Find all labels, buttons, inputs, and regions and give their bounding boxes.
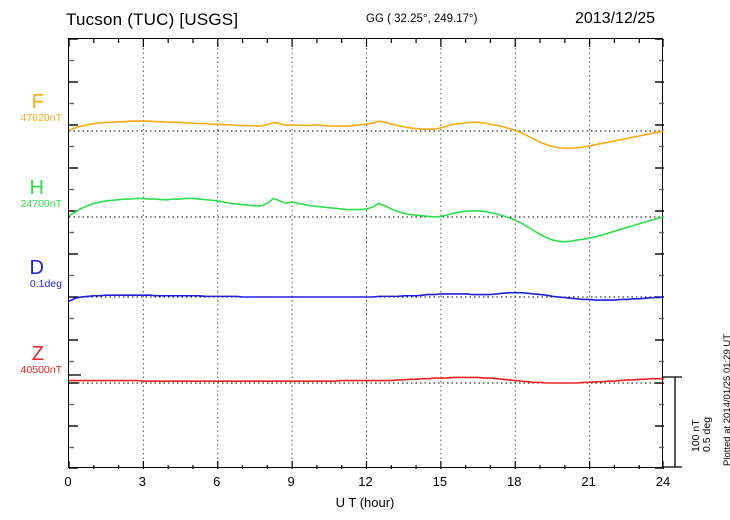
component-letter-d: D xyxy=(29,257,44,279)
x-tick-18: 18 xyxy=(507,474,522,489)
x-tick-21: 21 xyxy=(581,474,596,489)
component-letter-f: F xyxy=(31,91,44,113)
trace-h xyxy=(69,197,664,243)
observation-date: 2013/12/25 xyxy=(575,10,656,27)
x-axis-title: U T (hour) xyxy=(335,495,395,510)
trace-z xyxy=(69,376,664,384)
component-label-z: Z 40500nT xyxy=(0,344,62,377)
x-tick-24: 24 xyxy=(655,474,671,489)
plot-area xyxy=(68,38,664,469)
x-tick-6: 6 xyxy=(213,474,221,489)
magnetogram-svg xyxy=(69,39,664,469)
component-value-f: 47620nT xyxy=(20,112,62,124)
component-value-z: 40500nT xyxy=(20,364,62,376)
component-label-f: F 47620nT xyxy=(0,92,62,125)
x-tick-12: 12 xyxy=(358,474,373,489)
x-tick-15: 15 xyxy=(432,474,448,489)
component-label-h: H 24700nT xyxy=(0,178,62,211)
axis-ticks xyxy=(69,39,664,469)
data-traces xyxy=(69,120,664,384)
coords-text: GG ( 32.25°, 249.17°) xyxy=(366,13,478,25)
trace-d xyxy=(69,291,664,303)
x-tick-0: 0 xyxy=(64,474,72,489)
geographic-coordinates: GG ( 32.25°, 249.17°) xyxy=(366,13,477,25)
plotted-at-stamp: Plotted at 2014/01/25 01:29 UT xyxy=(722,333,730,466)
component-value-d: 0.1deg xyxy=(29,278,62,290)
x-tick-3: 3 xyxy=(138,474,146,489)
page-title: Tucson (TUC) [USGS] xyxy=(66,10,239,29)
x-tick-9: 9 xyxy=(287,474,295,489)
trace-f xyxy=(69,120,664,150)
component-value-h: 24700nT xyxy=(20,198,62,210)
scale-bar xyxy=(663,376,682,468)
component-letter-h: H xyxy=(29,177,44,199)
component-letter-z: Z xyxy=(31,343,44,365)
component-label-d: D 0.1deg xyxy=(0,258,62,291)
gridlines xyxy=(142,39,591,469)
scale-bar-label-deg: 0.5 deg xyxy=(701,416,713,452)
